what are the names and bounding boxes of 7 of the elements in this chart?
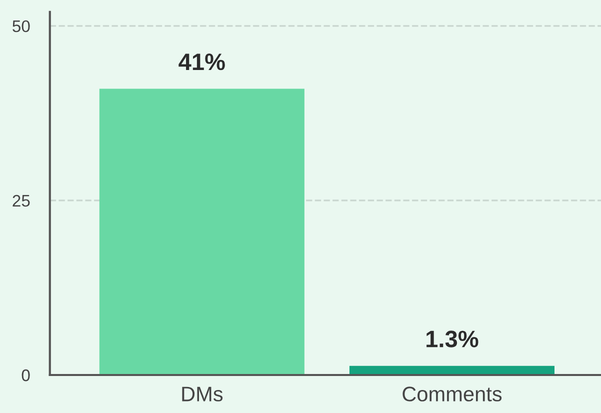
y-tick-label: 50 <box>12 20 30 32</box>
data-label: 1.3% <box>426 330 478 348</box>
y-tick-label: 25 <box>12 194 30 207</box>
y-tick-label: 0 <box>22 369 30 382</box>
x-tick-label: DMs <box>182 386 223 402</box>
data-label: 41% <box>178 54 225 70</box>
x-tick-label: Comments <box>402 386 502 402</box>
